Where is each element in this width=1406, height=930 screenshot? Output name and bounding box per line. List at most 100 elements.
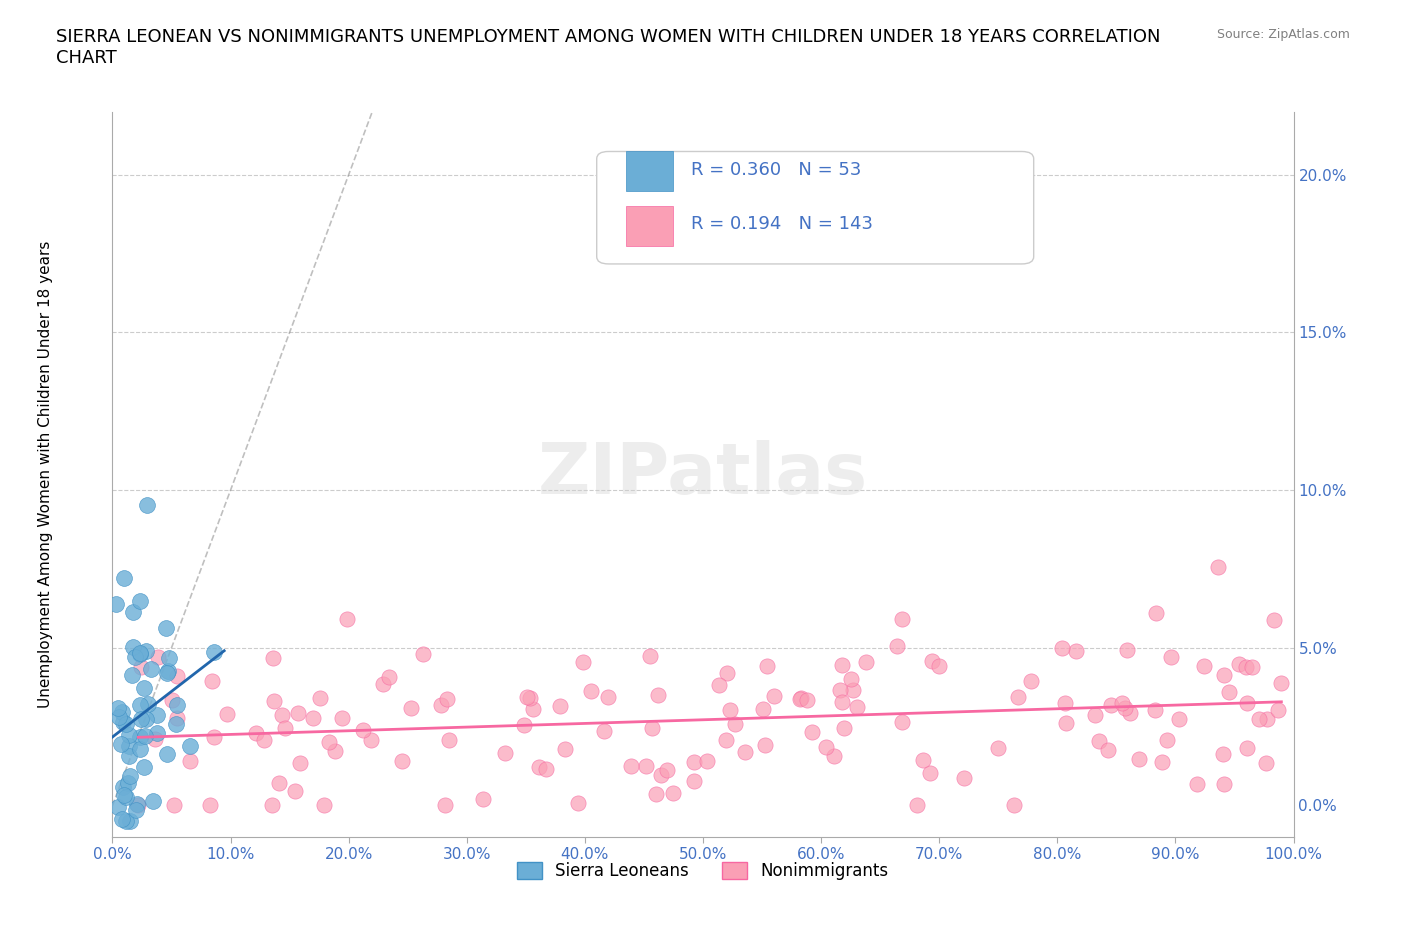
- Point: [107, 800, 129, 815]
- Point: [129, 659, 152, 674]
- Point: [1212, 668, 1234, 683]
- Point: [846, 700, 869, 715]
- Point: [371, 676, 394, 691]
- Text: R = 0.360   N = 53: R = 0.360 N = 53: [692, 161, 862, 179]
- Point: [1256, 711, 1278, 726]
- Point: [598, 690, 620, 705]
- Point: [1002, 798, 1025, 813]
- Point: [134, 759, 156, 774]
- Point: [245, 725, 267, 740]
- Point: [640, 721, 662, 736]
- Point: [288, 755, 311, 770]
- Point: [1097, 742, 1119, 757]
- Text: SIERRA LEONEAN VS NONIMMIGRANTS UNEMPLOYMENT AMONG WOMEN WITH CHILDREN UNDER 18 : SIERRA LEONEAN VS NONIMMIGRANTS UNEMPLOY…: [56, 28, 1161, 67]
- Point: [527, 760, 550, 775]
- Point: [789, 690, 811, 705]
- Point: [127, 798, 149, 813]
- Point: [1234, 659, 1257, 674]
- Point: [105, 597, 128, 612]
- Bar: [626, 152, 673, 192]
- Point: [135, 711, 157, 726]
- Point: [166, 711, 188, 726]
- Point: [1088, 734, 1111, 749]
- Point: [111, 705, 134, 720]
- Point: [436, 692, 458, 707]
- Point: [987, 740, 1010, 755]
- Point: [1236, 696, 1258, 711]
- Point: [842, 683, 865, 698]
- Point: [1156, 732, 1178, 747]
- Point: [1212, 747, 1234, 762]
- Point: [1021, 673, 1043, 688]
- Point: [834, 721, 856, 736]
- Point: [287, 705, 309, 720]
- Point: [118, 738, 141, 753]
- Point: [581, 684, 603, 698]
- Point: [1270, 675, 1292, 690]
- Point: [253, 733, 276, 748]
- Point: [112, 788, 135, 803]
- Point: [752, 701, 775, 716]
- Point: [274, 721, 297, 736]
- Point: [128, 730, 150, 745]
- Point: [136, 697, 159, 711]
- Point: [655, 763, 678, 777]
- Point: [855, 655, 877, 670]
- Point: [135, 644, 157, 659]
- Point: [471, 791, 494, 806]
- Point: [831, 695, 853, 710]
- Point: [1236, 740, 1258, 755]
- Point: [142, 794, 165, 809]
- Point: [572, 655, 595, 670]
- Point: [548, 698, 571, 713]
- Point: [146, 649, 169, 664]
- Point: [1185, 777, 1208, 791]
- Point: [1054, 696, 1077, 711]
- Point: [1160, 650, 1182, 665]
- Point: [118, 749, 141, 764]
- Point: [1241, 659, 1264, 674]
- Point: [301, 711, 323, 725]
- Point: [263, 693, 285, 708]
- Point: [215, 707, 238, 722]
- Point: [132, 681, 155, 696]
- Point: [318, 734, 340, 749]
- Point: [1254, 756, 1277, 771]
- Point: [202, 729, 225, 744]
- Point: [1143, 702, 1166, 717]
- Point: [756, 659, 779, 674]
- Point: [912, 752, 935, 767]
- Point: [1167, 711, 1189, 726]
- Point: [839, 671, 862, 686]
- Point: [129, 645, 152, 660]
- Point: [121, 604, 143, 619]
- Point: [111, 714, 134, 729]
- Point: [662, 786, 685, 801]
- Point: [634, 758, 657, 773]
- Point: [146, 725, 169, 740]
- Point: [118, 768, 141, 783]
- Point: [796, 693, 818, 708]
- Point: [378, 670, 401, 684]
- Point: [352, 723, 374, 737]
- Point: [789, 692, 811, 707]
- Point: [754, 737, 776, 752]
- Point: [360, 733, 382, 748]
- Point: [117, 776, 139, 790]
- Point: [800, 724, 823, 739]
- Point: [1007, 689, 1029, 704]
- Point: [124, 650, 146, 665]
- Point: [271, 708, 294, 723]
- Point: [434, 798, 457, 813]
- Point: [918, 765, 941, 780]
- Point: [890, 612, 912, 627]
- Point: [198, 798, 221, 813]
- Point: [928, 658, 950, 673]
- Point: [166, 669, 188, 684]
- Point: [734, 745, 756, 760]
- Point: [136, 498, 159, 512]
- Point: [640, 648, 662, 663]
- Point: [262, 798, 284, 813]
- Point: [160, 692, 183, 707]
- Point: [709, 678, 731, 693]
